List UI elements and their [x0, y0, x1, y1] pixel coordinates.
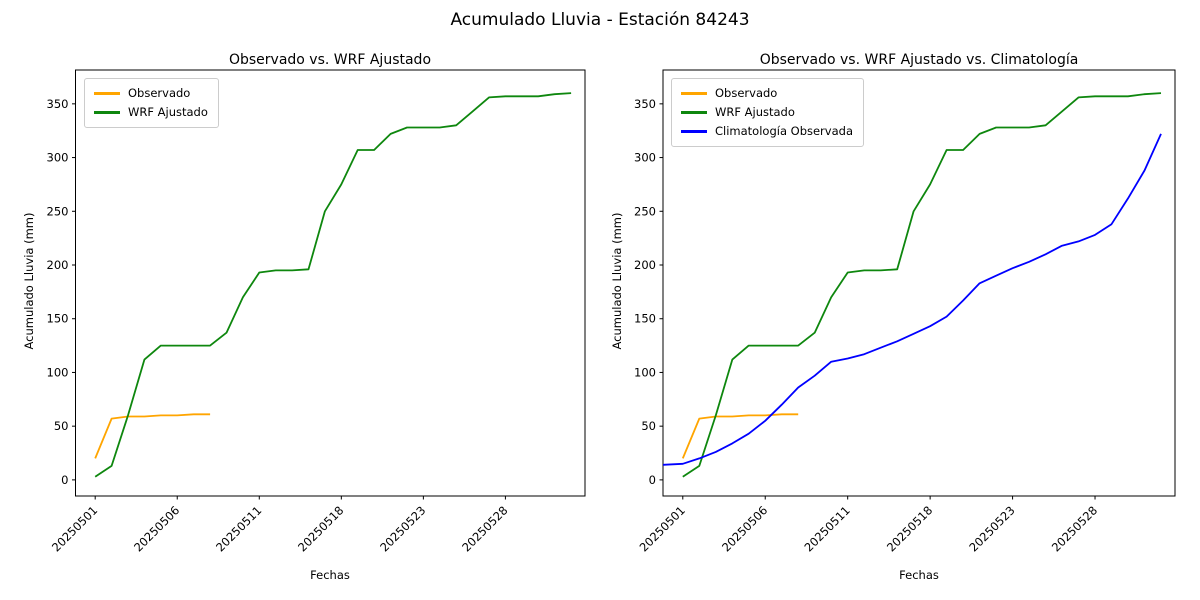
- y-tick-label: 50: [54, 419, 69, 433]
- series-line-wrf-ajustado: [94, 92, 572, 478]
- y-tick-label: 250: [47, 204, 69, 218]
- legend-item-wrf-ajustado: WRF Ajustado: [94, 103, 208, 122]
- subplot-right: Observado vs. WRF Ajustado vs. Climatolo…: [600, 40, 1200, 600]
- axes-frame: [75, 69, 586, 497]
- x-tick-label: 20250518: [884, 503, 935, 554]
- x-tick-label: 20250523: [377, 503, 428, 554]
- subplot-left-title: Observado vs. WRF Ajustado: [228, 52, 432, 68]
- x-tick-label: 20250528: [1049, 503, 1100, 554]
- x-tick-label: 20250528: [459, 503, 510, 554]
- y-tick-label: 0: [649, 473, 656, 487]
- y-tick-label: 300: [47, 151, 69, 165]
- y-tick-label: 100: [634, 365, 656, 379]
- x-tick-label: 20250501: [637, 503, 688, 554]
- observado-line-swatch: [94, 92, 120, 95]
- axes-frame: [662, 69, 1176, 497]
- y-tick-label: 150: [634, 312, 656, 326]
- series-line-observado: [681, 413, 799, 459]
- subplot-left-canvas: 0 50 100 150 200 250 300 350 20250501 20250506 202…: [47, 69, 586, 555]
- y-tick-label: 300: [634, 151, 656, 165]
- legend-item-wrf-ajustado: WRF Ajustado: [681, 103, 853, 122]
- legend-item-observado: Observado: [681, 84, 853, 103]
- series-line-wrf-ajustado: [682, 92, 1162, 478]
- wrf-ajustado-line-swatch: [94, 111, 120, 114]
- y-tick-label: 0: [61, 473, 68, 487]
- figure-title: Acumulado Lluvia - Estación 84243: [450, 10, 750, 30]
- subplot-left-legend: Observado WRF Ajustado: [84, 78, 219, 128]
- legend-label-wrf-ajustado: WRF Ajustado: [128, 105, 208, 119]
- legend-label-observado: Observado: [715, 86, 778, 100]
- subplot-right-title: Observado vs. WRF Ajustado vs. Climatolo…: [759, 52, 1079, 68]
- y-tick-label: 200: [47, 258, 69, 272]
- x-tick-label: 20250523: [966, 503, 1017, 554]
- series-line-climatolog-a-observada: [662, 133, 1162, 466]
- climatologia-line-swatch: [681, 130, 707, 133]
- subplot-left-xlabel: Fechas: [310, 568, 350, 582]
- subplot-right-legend: Observado WRF Ajustado Climatología Obse…: [671, 78, 864, 147]
- x-tick-label: 20250506: [131, 503, 182, 554]
- x-tick-label: 20250511: [802, 503, 853, 554]
- y-tick-label: 50: [641, 419, 656, 433]
- x-tick-label: 20250518: [295, 503, 346, 554]
- y-tick-label: 100: [47, 365, 69, 379]
- observado-line-swatch: [681, 92, 707, 95]
- y-tick-label: 200: [634, 258, 656, 272]
- legend-label-wrf-ajustado: WRF Ajustado: [715, 105, 795, 119]
- x-tick-label: 20250506: [719, 503, 770, 554]
- legend-label-climatologia: Climatología Observada: [715, 124, 853, 138]
- legend-item-climatologia: Climatología Observada: [681, 122, 853, 141]
- subplot-right-canvas: 0 50 100 150 200 250 300 350 20250501 20250506 202…: [634, 69, 1176, 555]
- x-tick-label: 20250501: [49, 503, 100, 554]
- subplot-right-xlabel: Fechas: [899, 568, 939, 582]
- x-tick-label: 20250511: [213, 503, 264, 554]
- y-tick-label: 250: [634, 204, 656, 218]
- y-tick-label: 350: [634, 97, 656, 111]
- legend-label-observado: Observado: [128, 86, 191, 100]
- subplot-left: Observado vs. WRF Ajustado Acumulado Llu…: [0, 40, 600, 600]
- series-line-observado: [94, 413, 211, 459]
- y-tick-label: 150: [47, 312, 69, 326]
- legend-item-observado: Observado: [94, 84, 208, 103]
- y-tick-label: 350: [47, 97, 69, 111]
- wrf-ajustado-line-swatch: [681, 111, 707, 114]
